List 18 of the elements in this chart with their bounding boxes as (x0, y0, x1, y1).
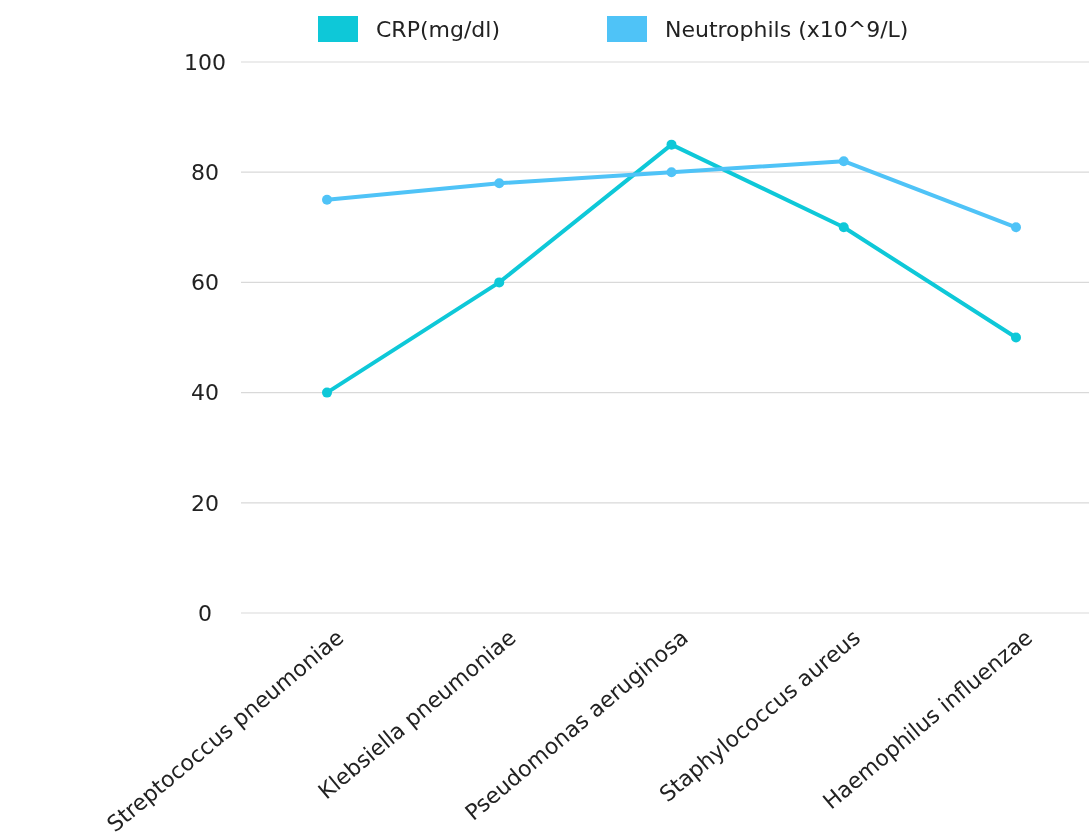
point (322, 387, 332, 398)
point (666, 167, 677, 178)
point (494, 277, 505, 288)
legend-label: CRP(mg/dl) (376, 16, 500, 42)
point (1011, 222, 1021, 233)
y-tick-label: 60 (191, 270, 219, 296)
legend-label: Neutrophils (x10^9/L) (665, 16, 909, 42)
point (838, 156, 849, 167)
y-tick-label: 80 (191, 159, 219, 185)
y-tick-label: 40 (191, 380, 219, 406)
point (838, 222, 849, 233)
point (322, 194, 332, 205)
point (494, 178, 505, 189)
point (1011, 332, 1021, 343)
y-tick-label: 0 (198, 600, 212, 626)
y-tick-label: 20 (191, 490, 219, 516)
point (666, 139, 677, 150)
y-tick-label: 100 (184, 49, 226, 75)
